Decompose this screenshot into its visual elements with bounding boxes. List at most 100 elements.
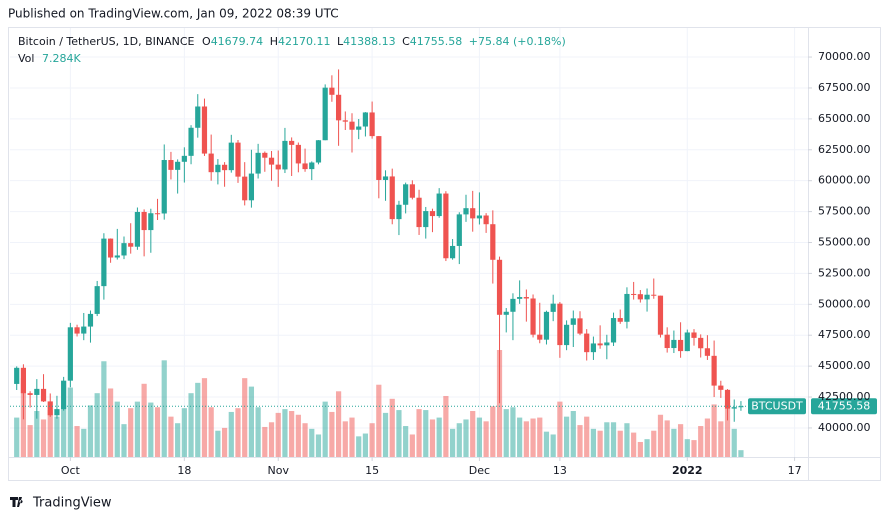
candles — [14, 69, 744, 422]
candle-body — [403, 184, 409, 205]
volume-bar — [228, 411, 234, 457]
volume-bar — [295, 414, 301, 457]
candle-body — [597, 343, 603, 346]
candle-body — [530, 298, 536, 335]
volume-bar — [409, 434, 415, 457]
volume-bar — [449, 428, 456, 457]
volume-bar — [738, 450, 744, 457]
price-tag — [811, 398, 877, 415]
candle-body — [604, 342, 610, 346]
volume-bar — [456, 423, 462, 457]
candle-body — [416, 197, 422, 228]
y-tick-label: 55000.00 — [818, 236, 871, 249]
candle-body — [94, 286, 100, 314]
volume-bar — [168, 416, 174, 457]
volume-pane — [14, 350, 744, 457]
candle-body — [107, 238, 114, 258]
volume-bar — [570, 411, 576, 457]
x-tick-label: Nov — [268, 464, 290, 477]
volume-bar — [255, 407, 261, 457]
candle-body — [570, 318, 576, 325]
volume-bar — [577, 425, 583, 457]
volume-bar — [161, 360, 167, 457]
candle-body — [731, 407, 737, 409]
volume-bar — [490, 406, 496, 457]
volume-bar — [208, 407, 214, 457]
volume-bar — [67, 387, 73, 457]
candle-body — [27, 393, 33, 395]
change-value: +75.84 (+0.18%) — [469, 35, 566, 48]
candle-body — [248, 173, 255, 201]
candle-body — [342, 120, 348, 122]
candle-body — [161, 160, 167, 214]
chart-frame — [8, 27, 881, 481]
y-tick-label: 45000.00 — [818, 359, 871, 372]
x-tick-label: 17 — [788, 464, 802, 477]
volume-bar — [610, 422, 617, 457]
volume-bar — [141, 383, 147, 457]
candle-body — [34, 388, 40, 395]
candle-body — [168, 160, 174, 170]
y-tick-label: 50000.00 — [818, 297, 871, 310]
candle-body — [617, 318, 623, 322]
candle-body — [671, 339, 677, 349]
candle-body — [47, 401, 53, 416]
candle-body — [154, 213, 161, 215]
candle-body — [208, 153, 214, 173]
candle-body — [114, 255, 120, 258]
candle-body — [309, 162, 315, 170]
volume-bar — [61, 405, 67, 457]
volume-bar — [724, 402, 731, 457]
candle-body — [221, 164, 228, 171]
volume-bar — [436, 417, 442, 457]
candle-body — [389, 176, 395, 220]
candle-body — [396, 204, 402, 220]
volume-bar — [94, 393, 100, 457]
volume-bar — [523, 421, 529, 457]
volume-bar — [54, 416, 60, 457]
candle-body — [329, 87, 335, 95]
candle-body — [262, 152, 268, 158]
volume-bar — [631, 432, 637, 457]
candle-body — [335, 94, 342, 121]
candle-body — [87, 313, 94, 327]
candle-body — [295, 144, 301, 164]
y-tick-label: 57500.00 — [818, 205, 871, 218]
volume-bar — [691, 440, 697, 457]
candle-body — [423, 211, 429, 228]
candle-body — [443, 193, 449, 259]
candle-body — [14, 367, 20, 384]
volume-bar — [188, 393, 194, 457]
candle-body — [543, 311, 550, 340]
volume-bar — [148, 402, 154, 457]
candle-body — [369, 112, 375, 137]
volume-bar — [309, 428, 315, 457]
candle-body — [577, 318, 583, 334]
y-tick-label: 52500.00 — [818, 266, 871, 279]
y-tick-label: 65000.00 — [818, 112, 871, 125]
symbol-tag — [748, 398, 806, 415]
candle-body — [738, 406, 744, 408]
volume-bar — [503, 409, 509, 457]
volume-bar — [134, 401, 141, 457]
volume-bar — [335, 391, 342, 457]
footer-logo — [10, 497, 23, 507]
volume-bar — [14, 417, 20, 457]
candle-body — [684, 332, 690, 352]
volume-bar — [322, 401, 328, 457]
legend-line: Bitcoin / TetherUS, 1D, BINANCE O41679.7… — [18, 35, 566, 48]
footer-brand: TradingView — [32, 496, 112, 511]
volume-bar — [684, 439, 690, 457]
volume-bar — [671, 428, 677, 457]
volume-bar — [382, 412, 389, 457]
volume-bar — [376, 384, 382, 457]
overlay: BTCUSDT 41755.58 — [10, 398, 877, 415]
y-tick-label: 40000.00 — [818, 421, 871, 434]
candle-body — [563, 324, 570, 346]
candle-body — [624, 293, 630, 322]
volume-bar — [27, 425, 33, 457]
candle-body — [289, 140, 295, 145]
volume-bar — [651, 430, 657, 457]
y-tick-label: 67500.00 — [818, 81, 871, 94]
candle-body — [268, 157, 275, 165]
